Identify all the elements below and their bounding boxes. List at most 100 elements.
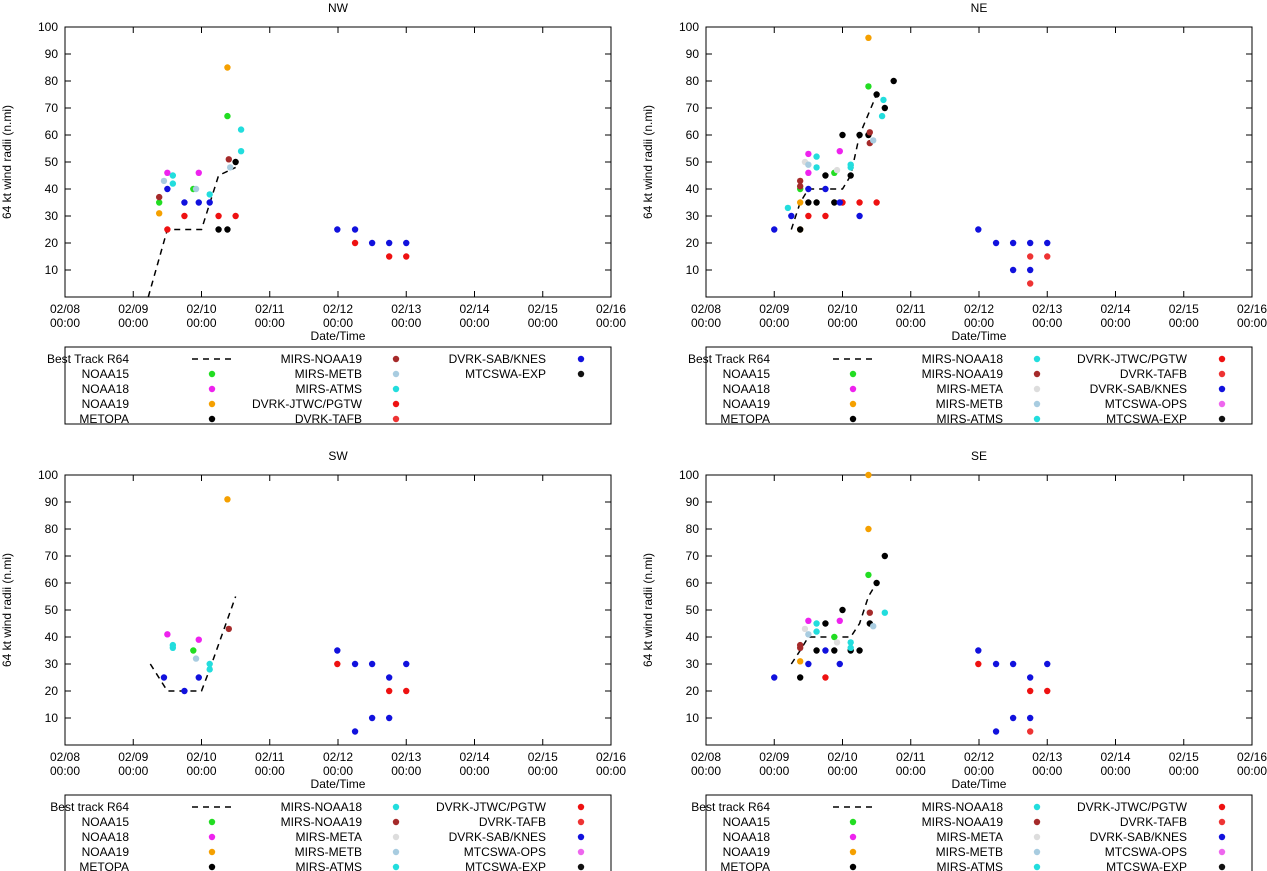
point-dvrk-tafb — [1026, 728, 1034, 735]
point-metopa — [873, 91, 880, 98]
legend-swatch-mirs-meta — [1033, 385, 1041, 393]
x-tick-label-date: 02/16 — [1237, 302, 1267, 316]
x-tick-label-time: 00:00 — [528, 764, 558, 778]
legend-box — [64, 794, 612, 871]
point-dvrk-sab-knes — [181, 687, 188, 695]
x-tick-label-date: 02/09 — [118, 750, 148, 764]
point-mirs-atms — [847, 164, 854, 171]
point-mirs-noaa18 — [784, 204, 792, 212]
x-tick-label-date: 02/09 — [759, 750, 789, 764]
point-metopa — [881, 552, 889, 560]
x-axis-label: Date/Time — [952, 329, 1007, 343]
x-tick-label-date: 02/10 — [827, 302, 857, 316]
x-tick-label-time: 00:00 — [1032, 764, 1062, 778]
point-mirs-atms — [237, 126, 245, 133]
point-mirs-noaa19 — [866, 609, 873, 616]
point-mirs-noaa18 — [847, 639, 854, 646]
point-dvrk-sab-knes — [822, 185, 829, 193]
point-dvrk-jtwc-pgtw — [334, 660, 341, 668]
y-tick-label: 10 — [686, 711, 700, 725]
legend-label-dvrk-tafb: DVRK-TAFB — [479, 815, 546, 829]
y-tick-label: 40 — [45, 630, 59, 644]
legend-label-mirs-atms: MIRS-ATMS — [937, 412, 1003, 426]
legend-swatch-mirs-noaa18 — [1033, 803, 1041, 811]
point-dvrk-sab-knes — [334, 226, 341, 233]
best-track-line — [149, 596, 237, 692]
legend-label-noaa18: NOAA18 — [723, 830, 771, 844]
legend-swatch-mirs-metb — [1033, 848, 1041, 856]
point-mirs-noaa18 — [206, 666, 213, 673]
legend-swatch-mirs-noaa18 — [1033, 355, 1041, 363]
legend-box — [705, 794, 1253, 871]
legend-swatch-noaa15 — [208, 370, 216, 378]
point-dvrk-sab-knes — [805, 185, 812, 193]
y-tick-label: 20 — [686, 236, 700, 250]
point-metopa — [805, 199, 812, 206]
legend-label-dvrk-jtwc-pgtw: DVRK-JTWC/PGTW — [1077, 800, 1188, 814]
legend-swatch-mirs-noaa19 — [1033, 370, 1041, 378]
legend-swatch-noaa18 — [208, 385, 216, 393]
legend-label-mtcswa-ops: MTCSWA-OPS — [1105, 845, 1187, 859]
legend-box — [64, 346, 612, 425]
legend-swatch-dvrk-sab-knes — [1218, 833, 1226, 841]
chart-title: NE — [971, 1, 988, 15]
point-mirs-noaa18 — [206, 660, 213, 668]
y-tick-label: 30 — [686, 209, 700, 223]
point-noaa18 — [805, 169, 812, 176]
legend-swatch-noaa19 — [208, 848, 216, 856]
point-dvrk-jtwc-pgtw — [856, 199, 863, 206]
legend-label-noaa15: NOAA15 — [723, 815, 771, 829]
y-tick-label: 90 — [45, 495, 59, 509]
point-dvrk-sab-knes — [836, 199, 843, 206]
y-tick-label: 30 — [686, 657, 700, 671]
legend-label-mirs-metb: MIRS-METB — [295, 845, 362, 859]
point-mirs-atms — [813, 164, 820, 171]
plot-frame — [64, 26, 612, 298]
legend-label-mtcswa-exp: MTCSWA-EXP — [1106, 860, 1187, 871]
y-tick-label: 40 — [686, 630, 700, 644]
legend-swatch-noaa15 — [849, 370, 857, 378]
point-dvrk-sab-knes — [992, 660, 1000, 668]
point-noaa15 — [155, 199, 163, 206]
point-metopa — [839, 131, 846, 139]
point-dvrk-jtwc-pgtw — [403, 253, 410, 260]
x-tick-label-date: 02/14 — [459, 302, 489, 316]
legend-swatch-mirs-noaa19 — [392, 818, 400, 826]
x-tick-label-time: 00:00 — [391, 764, 421, 778]
y-tick-label: 70 — [45, 101, 59, 115]
legend-swatch-noaa18 — [208, 833, 216, 841]
legend-label-mirs-noaa19: MIRS-NOAA19 — [922, 367, 1004, 381]
legend-label-noaa19: NOAA19 — [723, 845, 771, 859]
legend-swatch-mirs-noaa19 — [392, 355, 400, 363]
x-tick-label-time: 00:00 — [118, 316, 148, 330]
x-tick-label-time: 00:00 — [827, 316, 857, 330]
y-tick-label: 30 — [45, 209, 59, 223]
point-dvrk-sab-knes — [351, 660, 359, 668]
legend-swatch-mirs-metb — [392, 848, 400, 856]
legend-label-dvrk-jtwc-pgtw: DVRK-JTWC/PGTW — [436, 800, 547, 814]
x-tick-label-date: 02/16 — [1237, 750, 1267, 764]
point-dvrk-jtwc-pgtw — [805, 212, 812, 220]
x-tick-label-date: 02/13 — [1032, 302, 1062, 316]
y-tick-label: 60 — [686, 128, 700, 142]
point-dvrk-jtwc-pgtw — [873, 199, 880, 206]
point-dvrk-sab-knes — [368, 660, 376, 668]
legend-label-noaa18: NOAA18 — [82, 830, 130, 844]
y-tick-label: 70 — [686, 101, 700, 115]
point-mirs-metb — [160, 177, 168, 185]
point-metopa — [881, 104, 889, 112]
legend-label-mirs-noaa18: MIRS-NOAA18 — [922, 800, 1004, 814]
point-metopa — [839, 606, 846, 614]
legend-swatch-noaa15 — [849, 818, 857, 826]
legend-swatch-metopa — [208, 863, 216, 871]
x-tick-label-date: 02/11 — [896, 302, 925, 316]
point-dvrk-sab-knes — [206, 199, 213, 206]
point-dvrk-sab-knes — [403, 239, 410, 247]
legend-label-mirs-noaa18: MIRS-NOAA18 — [281, 800, 363, 814]
point-noaa19 — [155, 210, 163, 217]
x-tick-label-time: 00:00 — [596, 764, 626, 778]
point-mirs-atms — [813, 628, 820, 635]
point-dvrk-sab-knes — [788, 212, 795, 220]
legend-swatch-mirs-noaa18 — [392, 803, 400, 811]
legend-swatch-noaa19 — [849, 848, 857, 856]
